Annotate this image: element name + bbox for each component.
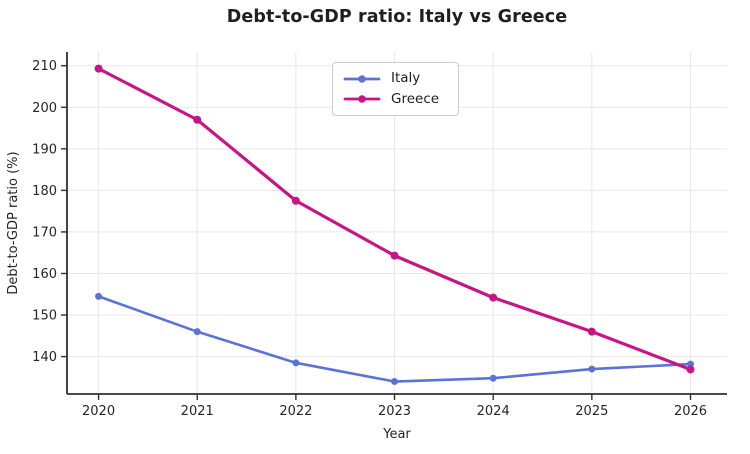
x-tick-label: 2021: [181, 404, 214, 419]
chart-legend: Italy Greece: [332, 62, 459, 116]
y-axis-label: Debt-to-GDP ratio (%): [6, 151, 21, 294]
x-tick-label: 2022: [279, 404, 312, 419]
legend-marker-greece: [343, 95, 381, 104]
y-tick-label: 170: [32, 225, 57, 240]
data-point-greece: [686, 365, 695, 374]
data-point-italy: [391, 378, 399, 386]
data-point-greece: [94, 64, 103, 73]
legend-marker-italy: [343, 74, 381, 83]
x-tick-label: 2024: [477, 404, 510, 419]
legend-item-italy: Italy: [343, 70, 446, 86]
y-tick-label: 160: [32, 267, 57, 282]
legend-label-italy: Italy: [391, 70, 421, 86]
x-tick-label: 2026: [674, 404, 707, 419]
data-series: [94, 64, 695, 386]
data-point-greece: [587, 327, 596, 336]
y-tick-label: 140: [32, 350, 57, 365]
data-point-italy: [588, 365, 596, 373]
x-tick-label: 2020: [82, 404, 115, 419]
data-point-greece: [193, 115, 202, 124]
data-point-italy: [489, 374, 497, 382]
data-point-greece: [489, 293, 498, 302]
chart-title: Debt-to-GDP ratio: Italy vs Greece: [226, 7, 568, 27]
data-point-italy: [292, 359, 300, 367]
x-tick-label: 2025: [575, 404, 608, 419]
grid-lines: [67, 52, 727, 394]
axis-spines: [66, 52, 727, 395]
data-point-italy: [193, 328, 201, 336]
y-tick-label: 180: [32, 184, 57, 199]
data-point-italy: [95, 292, 103, 300]
y-tick-label: 150: [32, 309, 57, 324]
data-point-italy: [686, 360, 694, 368]
x-tick-label: 2023: [378, 404, 411, 419]
data-point-greece: [291, 196, 300, 205]
axis-ticks: 140 150 160 170 180 190 200 210 2020 2021 2022 2023…: [32, 59, 707, 419]
x-axis-label: Year: [382, 427, 411, 442]
legend-item-greece: Greece: [343, 90, 446, 107]
data-point-greece: [390, 251, 399, 260]
legend-label-greece: Greece: [391, 90, 440, 107]
y-tick-label: 200: [32, 101, 57, 116]
y-tick-label: 190: [32, 142, 57, 157]
y-tick-label: 210: [32, 59, 57, 74]
